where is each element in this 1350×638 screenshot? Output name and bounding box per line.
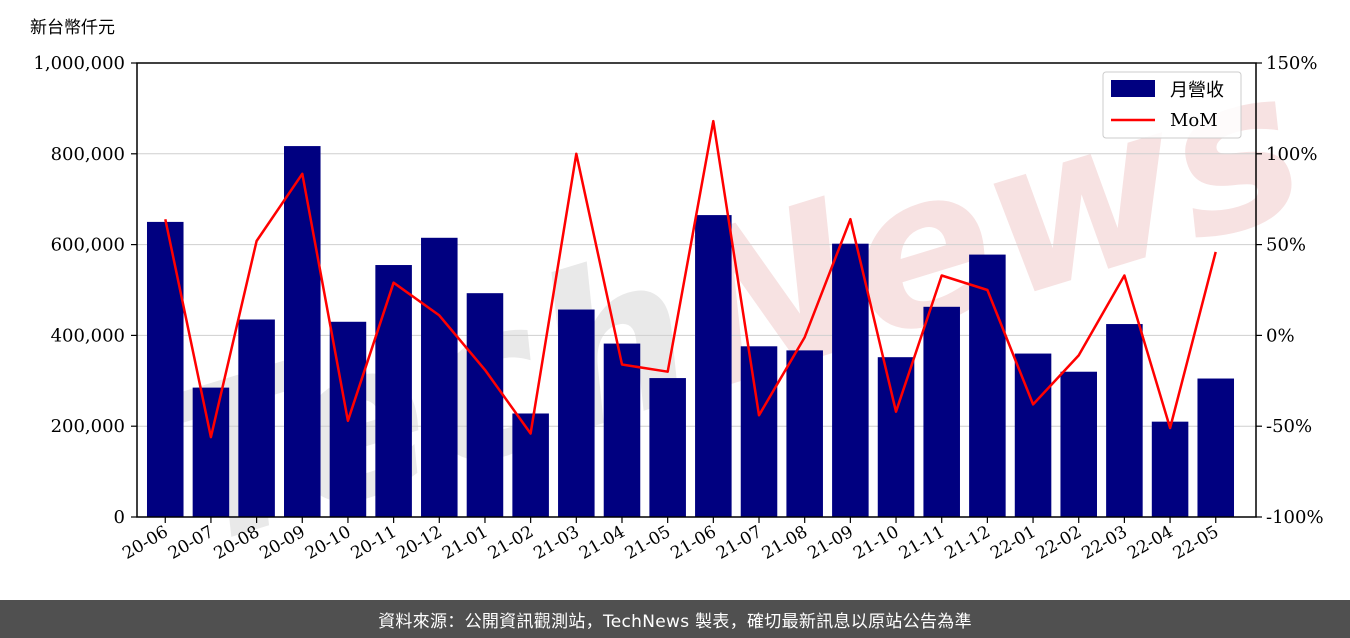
bar-21-10 (877, 357, 915, 517)
bar-21-05 (649, 378, 686, 517)
y-tick-label-2: 400,000 (51, 325, 125, 346)
x-tick-label-21-01: 21-01 (439, 522, 491, 564)
bar-21-04 (603, 343, 641, 517)
x-tick-label-21-05: 21-05 (622, 522, 674, 564)
bar-20-06 (146, 221, 184, 517)
x-tick-label-21-04: 21-04 (576, 522, 628, 564)
y2-tick-label-3: 50% (1266, 235, 1306, 256)
x-tick-label-22-02: 22-02 (1033, 522, 1085, 564)
revenue-chart: TechNews 0200,000400,000600,000800,0001,… (30, 18, 1329, 595)
bar-21-07 (740, 346, 778, 517)
bar-21-06 (695, 215, 732, 517)
x-tick-label-22-03: 22-03 (1078, 522, 1130, 564)
y2-tick-label-5: 150% (1266, 53, 1317, 74)
bar-22-04 (1151, 421, 1189, 517)
revenue-bars (146, 146, 1235, 518)
x-tick-label-21-11: 21-11 (896, 522, 948, 564)
x-tick-label-21-02: 21-02 (485, 522, 537, 564)
x-tick-label-21-06: 21-06 (667, 522, 719, 564)
x-tick-label-21-10: 21-10 (850, 522, 902, 564)
bar-20-11 (375, 265, 412, 517)
bar-21-08 (786, 350, 823, 517)
mom-series-line (164, 119, 1217, 439)
bar-22-03 (1106, 324, 1143, 517)
y2-tick-label-0: -100% (1266, 507, 1324, 528)
bar-22-05 (1197, 378, 1235, 517)
bar-21-12 (969, 254, 1006, 517)
bar-21-03 (558, 309, 595, 517)
x-tick-label-21-07: 21-07 (713, 522, 765, 564)
x-tick-label-21-08: 21-08 (759, 522, 811, 564)
legend-swatch-bar (1111, 80, 1155, 97)
bar-21-11 (923, 306, 960, 517)
y2-tick-label-1: -50% (1266, 416, 1312, 437)
x-tick-label-20-06: 20-06 (119, 522, 171, 564)
x-tick-label-22-05: 22-05 (1170, 522, 1222, 564)
y2-tick-label-2: 0% (1266, 325, 1295, 346)
x-tick-label-21-03: 21-03 (530, 522, 582, 564)
x-tick-label-22-01: 22-01 (987, 522, 1039, 564)
y-tick-label-3: 600,000 (51, 235, 125, 256)
legend: 月營收 MoM (1102, 71, 1242, 139)
bar-21-09 (832, 243, 869, 517)
bar-20-07 (192, 387, 230, 517)
bar-22-01 (1014, 353, 1052, 517)
x-tick-label-22-04: 22-04 (1124, 522, 1176, 564)
source-footer: 資料來源：公開資訊觀測站，TechNews 製表，確切最新訊息以原站公告為準 (0, 600, 1350, 638)
mom-line (164, 119, 1217, 439)
bar-20-12 (421, 237, 458, 518)
legend-label-bar: 月營收 (1170, 80, 1224, 101)
y-tick-label-4: 800,000 (51, 144, 125, 165)
y-tick-label-0: 0 (114, 507, 125, 528)
x-tick-label-21-12: 21-12 (941, 522, 993, 564)
bar-20-09 (284, 146, 321, 517)
bar-20-08 (238, 319, 275, 517)
legend-label-line: MoM (1170, 110, 1218, 131)
bar-21-01 (466, 293, 504, 517)
y-tick-label-5: 1,000,000 (33, 53, 125, 74)
y-axis-unit-label: 新台幣仟元 (30, 18, 115, 38)
y2-tick-label-4: 100% (1266, 144, 1317, 165)
y-tick-label-1: 200,000 (51, 416, 125, 437)
x-tick-label-21-09: 21-09 (804, 522, 856, 564)
plot-frame (136, 62, 1257, 518)
bar-22-02 (1060, 371, 1097, 517)
